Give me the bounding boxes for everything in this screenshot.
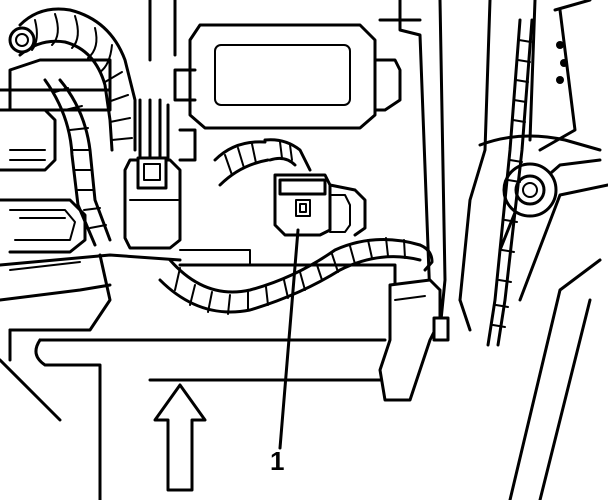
seat-bracket [378, 278, 450, 402]
control-module [173, 23, 402, 130]
right-conduit [486, 18, 534, 347]
left-bracket [0, 108, 87, 254]
seat-frame [458, 0, 608, 500]
main-wiring-harness [8, 7, 137, 247]
upper-harness [213, 138, 312, 187]
callout-leader-line [278, 228, 300, 450]
callout-label-1: 1 [270, 446, 285, 476]
electrical-connector [273, 173, 367, 237]
direction-arrow-icon [153, 383, 207, 492]
floor-sill [0, 249, 397, 500]
left-connector-block [123, 98, 197, 250]
